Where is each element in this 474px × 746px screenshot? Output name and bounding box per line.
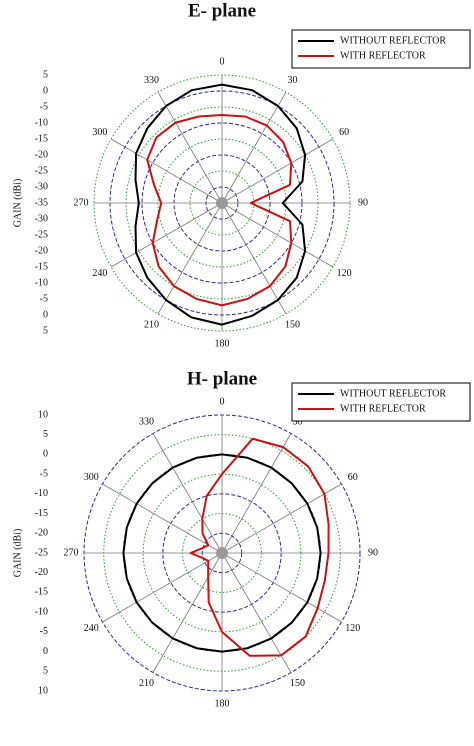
legend-label: WITH REFLECTOR — [340, 50, 426, 61]
spoke — [221, 552, 342, 623]
theta-tick-label: 300 — [92, 127, 107, 138]
theta-tick-label: 150 — [285, 319, 300, 330]
spoke — [221, 202, 334, 268]
theta-tick-label: 210 — [139, 678, 154, 689]
radial-axis-label: GAIN (dBi) — [12, 529, 23, 578]
spoke — [221, 138, 334, 204]
r-tick-label: 0 — [43, 85, 48, 96]
r-tick-label: -10 — [35, 117, 48, 128]
spoke — [152, 552, 223, 673]
theta-tick-label: 0 — [220, 56, 225, 67]
theta-tick-label: 300 — [84, 472, 99, 483]
r-tick-label: 5 — [43, 429, 48, 440]
theta-tick-label: 150 — [290, 678, 305, 689]
series-line — [189, 437, 330, 657]
theta-tick-label: 180 — [215, 698, 230, 709]
center-dot — [216, 197, 228, 209]
legend-label: WITH REFLECTOR — [340, 403, 426, 414]
r-tick-label: 5 — [43, 666, 48, 677]
r-tick-label: -20 — [35, 528, 48, 539]
spoke — [221, 202, 287, 315]
r-tick-label: -15 — [35, 508, 48, 519]
r-tick-label: 0 — [43, 646, 48, 657]
theta-tick-label: 90 — [368, 547, 378, 558]
spoke — [152, 433, 223, 554]
spoke — [221, 483, 342, 554]
series-line — [134, 83, 307, 326]
theta-tick-label: 240 — [92, 268, 107, 279]
chart-title: H- plane — [187, 368, 257, 389]
center-dot — [216, 547, 228, 559]
theta-tick-label: 60 — [339, 127, 349, 138]
legend-label: WITHOUT REFLECTOR — [340, 388, 446, 399]
theta-tick-label: 330 — [139, 417, 154, 428]
r-tick-label: -15 — [35, 587, 48, 598]
r-tick-label: -10 — [35, 277, 48, 288]
r-tick-label: 0 — [43, 309, 48, 320]
theta-tick-label: 30 — [293, 417, 303, 428]
theta-tick-label: 90 — [358, 197, 368, 208]
theta-tick-label: 120 — [337, 268, 352, 279]
r-tick-label: -5 — [40, 626, 48, 637]
r-tick-label: -25 — [35, 165, 48, 176]
r-tick-label: -20 — [35, 149, 48, 160]
r-tick-label: -20 — [35, 245, 48, 256]
legend-box — [291, 29, 471, 69]
spoke — [110, 202, 223, 268]
spoke — [221, 91, 287, 204]
r-tick-label: -15 — [35, 133, 48, 144]
r-tick-label: 10 — [38, 685, 48, 696]
r-tick-label: -5 — [40, 101, 48, 112]
r-tick-label: -20 — [35, 567, 48, 578]
spoke — [157, 91, 223, 204]
theta-tick-label: 270 — [74, 197, 89, 208]
series-line — [146, 114, 293, 307]
spoke — [102, 483, 223, 554]
r-tick-label: -25 — [35, 547, 48, 558]
r-tick-label: -35 — [35, 197, 48, 208]
theta-tick-label: 180 — [215, 338, 230, 349]
r-tick-label: -25 — [35, 229, 48, 240]
r-tick-label: 0 — [43, 449, 48, 460]
theta-tick-label: 60 — [348, 472, 358, 483]
theta-tick-label: 330 — [144, 75, 159, 86]
theta-tick-label: 210 — [144, 319, 159, 330]
theta-tick-label: 240 — [84, 623, 99, 634]
series-line — [122, 453, 322, 653]
r-tick-label: -5 — [40, 293, 48, 304]
r-tick-label: 5 — [43, 69, 48, 80]
r-tick-label: 5 — [43, 325, 48, 336]
r-tick-label: -15 — [35, 261, 48, 272]
chart-title: E- plane — [188, 0, 256, 21]
r-tick-label: 10 — [38, 409, 48, 420]
theta-tick-label: 120 — [345, 623, 360, 634]
r-tick-label: -5 — [40, 468, 48, 479]
spoke — [102, 552, 223, 623]
theta-tick-label: 270 — [64, 547, 79, 558]
theta-tick-label: 0 — [220, 396, 225, 407]
spoke — [110, 138, 223, 204]
spoke — [221, 552, 292, 673]
r-tick-label: -10 — [35, 606, 48, 617]
legend-label: WITHOUT REFLECTOR — [340, 35, 446, 46]
theta-tick-label: 30 — [288, 75, 298, 86]
spoke — [221, 433, 292, 554]
r-tick-label: -10 — [35, 488, 48, 499]
r-tick-label: -30 — [35, 213, 48, 224]
spoke — [157, 202, 223, 315]
r-tick-label: -30 — [35, 181, 48, 192]
radial-axis-label: GAIN (dBi) — [12, 179, 23, 228]
legend-box — [291, 382, 471, 422]
